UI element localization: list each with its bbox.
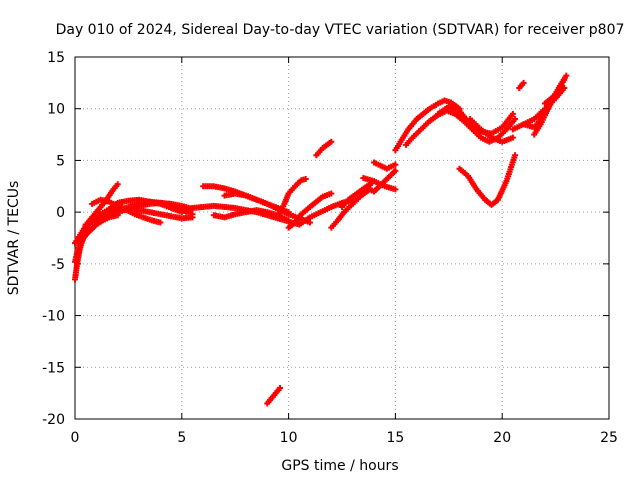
data-point bbox=[512, 152, 519, 159]
series-track-18 bbox=[339, 180, 375, 210]
series-track-21 bbox=[371, 159, 399, 172]
y-tick-label: 15 bbox=[47, 50, 65, 66]
grid bbox=[75, 57, 609, 419]
series-track-25 bbox=[456, 152, 519, 208]
series-track-12 bbox=[264, 384, 284, 407]
data-point bbox=[114, 181, 121, 188]
data-point bbox=[306, 219, 313, 226]
data-point bbox=[509, 110, 516, 117]
series-track-26 bbox=[467, 116, 516, 145]
y-tick-labels: -20 -15 -10 -5 0 5 10 15 bbox=[42, 50, 65, 428]
y-tick-label: -10 bbox=[42, 309, 65, 325]
data-point bbox=[509, 134, 516, 141]
data-points bbox=[72, 72, 570, 407]
y-tick-label: -5 bbox=[51, 257, 65, 273]
data-point bbox=[563, 72, 570, 79]
series-track-29 bbox=[531, 72, 570, 138]
data-point bbox=[392, 167, 399, 174]
data-point bbox=[328, 190, 335, 197]
data-point bbox=[561, 85, 568, 92]
series-track-13 bbox=[274, 176, 309, 221]
chart-title: Day 010 of 2024, Sidereal Day-to-day VTE… bbox=[56, 22, 625, 38]
series-track-20 bbox=[360, 175, 399, 193]
data-point bbox=[285, 217, 292, 224]
data-point bbox=[520, 79, 527, 86]
series-track-17 bbox=[328, 186, 373, 231]
y-tick-label: -15 bbox=[42, 360, 65, 376]
y-tick-label: 5 bbox=[56, 153, 65, 169]
x-tick-label: 25 bbox=[600, 430, 618, 446]
x-tick-label: 5 bbox=[177, 430, 186, 446]
series-track-14 bbox=[285, 190, 335, 231]
y-tick-label: 10 bbox=[47, 102, 65, 118]
data-point bbox=[328, 138, 335, 145]
data-point bbox=[392, 186, 399, 193]
x-tick-label: 10 bbox=[280, 430, 298, 446]
x-tick-label: 0 bbox=[71, 430, 80, 446]
series-track-22 bbox=[392, 97, 463, 154]
y-tick-label: -20 bbox=[42, 412, 65, 428]
series-track-07 bbox=[97, 196, 185, 218]
plot-frame bbox=[74, 56, 610, 420]
series-track-31 bbox=[516, 79, 527, 92]
data-point bbox=[302, 176, 309, 183]
data-point bbox=[157, 219, 164, 226]
data-point bbox=[392, 161, 399, 168]
data-point bbox=[277, 384, 284, 391]
series-track-11 bbox=[210, 207, 292, 224]
data-point bbox=[189, 211, 196, 218]
series-track-30 bbox=[541, 85, 568, 107]
series-track-24 bbox=[435, 103, 516, 137]
series-track-16 bbox=[313, 138, 335, 159]
data-point bbox=[512, 116, 519, 123]
y-tick-label: 0 bbox=[56, 205, 65, 221]
x-tick-labels: 0 5 10 15 20 25 bbox=[71, 430, 618, 446]
x-axis-label: GPS time / hours bbox=[281, 458, 398, 474]
x-tick-label: 15 bbox=[386, 430, 404, 446]
y-axis-label: SDTVAR / TECUs bbox=[6, 181, 22, 296]
axis-ticks bbox=[74, 56, 610, 420]
series-track-06 bbox=[89, 196, 164, 226]
x-tick-label: 20 bbox=[493, 430, 511, 446]
